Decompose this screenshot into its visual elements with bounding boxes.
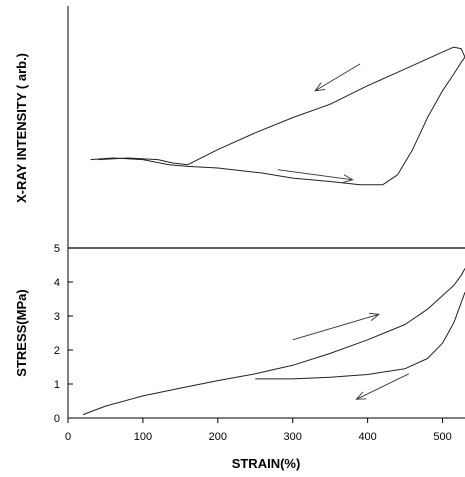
xray-arrow-right-1: [277, 169, 354, 183]
x-tick-label: 300: [284, 431, 302, 443]
bottom-series-group: [82, 268, 465, 416]
y-tick-label: 2: [54, 345, 60, 357]
x-tick-label: 500: [433, 431, 451, 443]
top-panel: [67, 6, 465, 249]
y-tick-label: 5: [54, 243, 60, 255]
xray-arrow-left-0: [314, 63, 361, 92]
top-arrows-group: [277, 63, 361, 183]
bottom-y-axis-title: STRESS(MPa): [14, 289, 29, 376]
x-tick-label: 0: [65, 431, 71, 443]
stress-arrow-left-1: [355, 373, 409, 400]
x-tick-label: 200: [209, 431, 227, 443]
y-tick-label: 4: [54, 277, 60, 289]
x-tick-label: 400: [358, 431, 376, 443]
y-tick-label: 0: [54, 413, 60, 425]
bottom-arrows-group: [292, 312, 409, 400]
x-axis-title: STRAIN(%): [232, 456, 301, 471]
bottom-y-ticks: 0 1 2 3 4 5: [54, 243, 73, 425]
bottom-panel: 0 1 2 3 4 5 0 100 200 300 400 500: [54, 243, 465, 443]
top-series-group: [90, 46, 465, 186]
stress-arrow-right-0: [292, 312, 381, 341]
y-tick-label: 1: [54, 379, 60, 391]
x-tick-label: 100: [134, 431, 152, 443]
stress-series-1: [255, 292, 465, 380]
stress-series-0: [82, 268, 465, 416]
y-tick-label: 3: [54, 311, 60, 323]
top-y-axis-title: X-RAY INTENSITY ( arb.): [14, 53, 29, 203]
xray-intensity-series-0: [90, 46, 465, 186]
bottom-x-ticks: 0 100 200 300 400 500: [65, 418, 452, 443]
